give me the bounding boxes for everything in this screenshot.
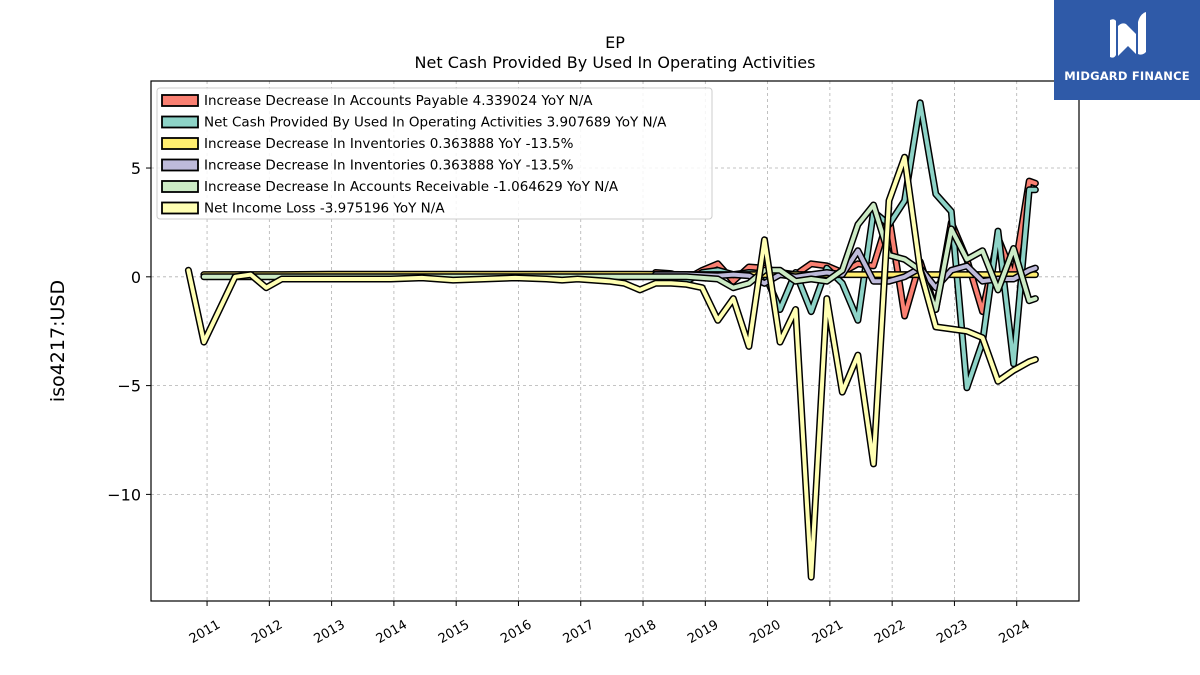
legend-label: Increase Decrease In Accounts Payable 4.… <box>204 93 593 109</box>
series-2 <box>652 99 1039 392</box>
y-axis: 5 0 −5 −10 <box>107 159 151 504</box>
series-4 <box>652 247 1039 292</box>
legend-label: Increase Decrease In Inventories 0.36388… <box>204 136 574 152</box>
y-tick-label: −10 <box>107 485 141 504</box>
x-tick-label: 2022 <box>872 617 908 647</box>
x-tick-label: 2018 <box>623 617 659 647</box>
series-layer <box>184 99 1039 581</box>
chart-title: EP <box>605 33 625 52</box>
series-6-outline <box>184 153 1039 581</box>
x-tick-label: 2020 <box>747 617 783 647</box>
x-tick-label: 2011 <box>187 617 223 647</box>
legend-swatch <box>161 201 199 215</box>
x-tick-label: 2013 <box>311 617 347 647</box>
x-tick-label: 2021 <box>810 617 846 647</box>
y-tick-label: 0 <box>131 268 141 287</box>
legend: Increase Decrease In Accounts Payable 4.… <box>156 87 713 220</box>
legend-swatch <box>161 94 199 107</box>
x-tick-label: 2014 <box>374 617 410 647</box>
y-tick-label: −5 <box>117 377 141 396</box>
x-tick-label: 2017 <box>561 617 597 647</box>
x-tick-label: 2016 <box>498 617 534 647</box>
legend-label: Increase Decrease In Accounts Receivable… <box>204 179 619 195</box>
brand-logo: MIDGARD FINANCE <box>1054 0 1200 100</box>
x-tick-label: 2024 <box>997 617 1033 647</box>
legend-swatch <box>161 180 199 193</box>
legend-swatch <box>161 158 199 172</box>
logo-text: MIDGARD FINANCE <box>1064 69 1190 83</box>
legend-swatch <box>161 137 199 150</box>
x-tick-label: 2019 <box>685 617 721 647</box>
y-tick-label: 5 <box>131 159 141 178</box>
logo-mark-icon <box>1110 12 1146 58</box>
x-axis: 2011 2012 2013 2014 2015 2016 2017 2018 2019 2020… <box>187 601 1033 647</box>
series-4-line <box>653 248 1038 290</box>
grid-lines <box>151 81 1079 601</box>
series-2-line <box>653 100 1038 390</box>
series-6 <box>184 153 1039 581</box>
x-tick-label: 2012 <box>249 617 285 647</box>
legend-swatch <box>161 115 199 129</box>
y-axis-label: iso4217:USD <box>47 280 69 402</box>
legend-label: Increase Decrease In Inventories 0.36388… <box>204 158 574 174</box>
series-6-line <box>186 155 1038 580</box>
plot-frame <box>150 80 1080 602</box>
chart-subtitle: Net Cash Provided By Used In Operating A… <box>415 53 816 72</box>
legend-box <box>156 87 713 220</box>
legend-label: Net Income Loss -3.975196 YoY N/A <box>204 201 445 217</box>
legend-label: Net Cash Provided By Used In Operating A… <box>204 115 667 131</box>
x-tick-label: 2015 <box>436 617 472 647</box>
x-tick-label: 2023 <box>934 617 970 647</box>
